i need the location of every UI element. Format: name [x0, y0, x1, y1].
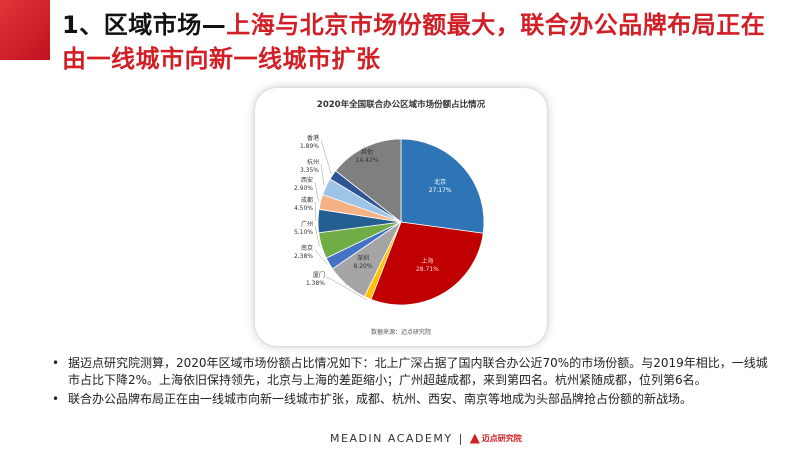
slice-label-name: 成都	[301, 196, 313, 204]
corner-accent-block	[0, 0, 50, 60]
leader-line-7	[314, 181, 319, 202]
bullet-item: • 联合办公品牌布局正在由一线城市向新一线城市扩张，成都、杭州、西安、南京等地成…	[50, 391, 770, 408]
slice-label-value: 1.38%	[306, 280, 325, 287]
slice-label-value: 28.71%	[416, 266, 439, 273]
pie-slice-1	[370, 221, 484, 306]
bullet-marker: •	[52, 392, 60, 406]
slice-label-name: 上海	[421, 257, 433, 265]
slice-label-value: 27.17%	[429, 187, 452, 194]
slice-label-name: 香港	[307, 134, 319, 142]
slice-label-name: 深圳	[357, 254, 369, 262]
footer-logo: 迈点研究院	[469, 433, 522, 444]
leader-line-10	[363, 145, 368, 155]
footer: MEADIN ACADEMY | 迈点研究院	[330, 432, 522, 445]
leader-line-9	[320, 139, 332, 174]
slice-label-name: 西安	[301, 176, 313, 184]
chart-title: 2020年全国联合办公区域市场份额占比情况	[317, 99, 486, 110]
leader-line-4	[314, 249, 328, 265]
leader-line-6	[314, 201, 317, 221]
leader-line-3	[345, 259, 364, 287]
logo-text: 迈点研究院	[481, 434, 522, 443]
slice-label-value: 14.42%	[356, 157, 379, 164]
footer-brand: MEADIN ACADEMY	[330, 432, 453, 445]
slice-label-name: 广州	[301, 220, 313, 228]
title-highlight: 上海与北京市场份额最大，联合办公品牌布局正在由一线城市向新一线城市扩张	[62, 11, 766, 73]
leader-line-5	[314, 225, 320, 247]
slice-label-name: 杭州	[307, 158, 319, 166]
leader-line-2	[326, 276, 368, 301]
pie-slice-0	[400, 138, 485, 234]
slice-label-name: 厦门	[313, 271, 325, 279]
chart-source: 数据来源：迈点研究院	[371, 328, 431, 336]
title-prefix: 1、区域市场—	[62, 11, 227, 39]
slice-label-name: 北京	[434, 178, 446, 186]
slice-label-value: 4.50%	[294, 205, 313, 212]
bullet-text: 据迈点研究院测算，2020年区域市场份额占比情况如下：北上广深占据了国内联合办公…	[68, 356, 768, 387]
chart-card: 2020年全国联合办公区域市场份额占比情况 北京 27.17% 上海 28.71% 厦门…	[255, 88, 547, 346]
pie-slices	[317, 138, 485, 306]
slice-label-value: 5.10%	[294, 229, 313, 236]
logo-icon	[469, 433, 480, 444]
bullet-item: • 据迈点研究院测算，2020年区域市场份额占比情况如下：北上广深占据了国内联合…	[50, 355, 770, 389]
footer-separator: |	[458, 432, 464, 445]
bullet-marker: •	[52, 356, 60, 370]
slice-label-name: 其他	[361, 148, 373, 156]
leader-line-8	[320, 163, 325, 186]
slice-label-value: 1.89%	[300, 143, 319, 150]
page-title: 1、区域市场—上海与北京市场份额最大，联合办公品牌布局正在由一线城市向新一线城市…	[62, 8, 782, 76]
bullet-list: • 据迈点研究院测算，2020年区域市场份额占比情况如下：北上广深占据了国内联合…	[50, 355, 770, 410]
slice-label-value: 8.20%	[353, 263, 372, 270]
slice-label-value: 2.38%	[294, 253, 313, 260]
bullet-text: 联合办公品牌布局正在由一线城市向新一线城市扩张，成都、杭州、西安、南京等地成为头…	[68, 392, 693, 406]
slice-label-value: 3.35%	[300, 167, 319, 174]
slice-label-name: 南京	[301, 244, 313, 252]
slice-label-value: 2.90%	[294, 185, 313, 192]
